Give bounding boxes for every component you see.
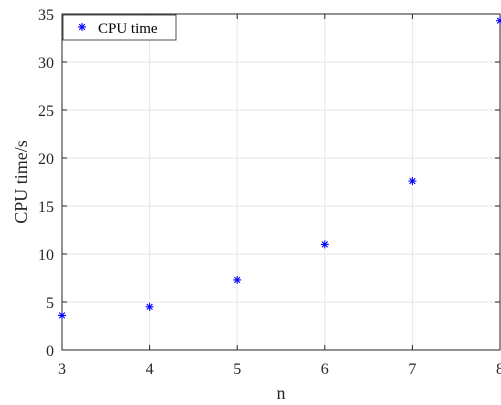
y-tick-label: 15 xyxy=(38,199,54,216)
y-axis-label: CPU time/s xyxy=(11,140,31,224)
x-tick-label: 8 xyxy=(496,361,501,378)
x-tick-label: 6 xyxy=(321,361,329,378)
x-tick-labels: 3 4 5 6 7 8 xyxy=(58,361,501,378)
legend-marker xyxy=(78,23,86,31)
x-tick-label: 4 xyxy=(146,361,154,378)
y-tick-labels: 0 5 10 15 20 25 30 35 xyxy=(38,7,54,360)
y-tick-label: 25 xyxy=(38,103,54,120)
y-tick-label: 20 xyxy=(38,151,54,168)
x-tick-label: 5 xyxy=(233,361,241,378)
y-tick-label: 10 xyxy=(38,247,54,264)
legend-label: CPU time xyxy=(98,21,158,37)
data-point xyxy=(320,240,329,249)
y-tick-label: 5 xyxy=(46,295,54,312)
data-point xyxy=(58,311,66,320)
y-tick-label: 0 xyxy=(46,343,54,360)
grid-lines xyxy=(61,13,501,351)
data-point xyxy=(233,275,242,284)
x-tick-label: 7 xyxy=(408,361,416,378)
x-axis-label: n xyxy=(277,383,286,403)
data-markers xyxy=(58,16,501,320)
y-tick-label: 30 xyxy=(38,55,54,72)
data-point xyxy=(408,177,417,186)
x-tick-label: 3 xyxy=(58,361,66,378)
legend: CPU time xyxy=(62,14,177,41)
plot-frame xyxy=(61,13,501,351)
data-point xyxy=(496,16,501,25)
tick-marks xyxy=(61,13,501,351)
data-point xyxy=(145,302,154,311)
legend-marker-glyph xyxy=(78,23,86,31)
y-tick-label: 35 xyxy=(38,7,54,24)
